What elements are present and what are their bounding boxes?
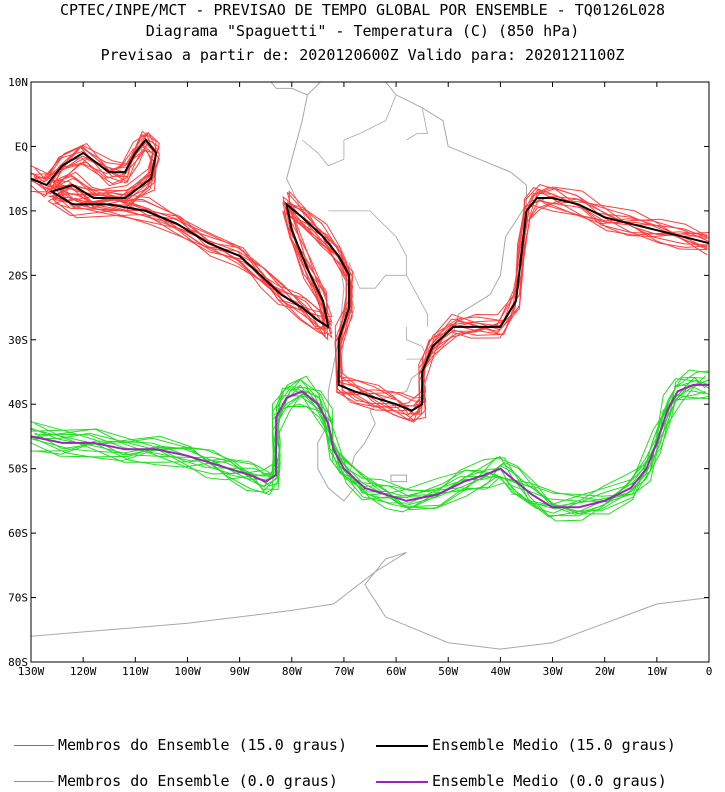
lon-tick-label: 80W [282, 665, 302, 678]
ensemble-member-15c [33, 143, 708, 399]
lon-tick-label: 50W [438, 665, 458, 678]
lat-tick-label: 10N [8, 76, 28, 89]
ensemble-member-15c [33, 144, 708, 412]
lat-tick-label: 20S [8, 269, 28, 282]
antarctica-coastline [31, 551, 709, 650]
legend-label-members-0: Membros do Ensemble (0.0 graus) [58, 772, 338, 790]
lat-tick-label: 70S [8, 592, 28, 605]
ensemble-member-15c [31, 139, 709, 415]
legend-label-mean-15: Ensemble Medio (15.0 graus) [432, 736, 676, 754]
ensemble-member-15c [34, 130, 708, 416]
country-border [328, 210, 428, 327]
chart-title-line2: Diagrama "Spaguetti" - Temperatura (C) (… [145, 22, 580, 40]
falkland-islands [390, 474, 407, 483]
ensemble-member-0c [31, 378, 709, 512]
ensemble-member-15c [31, 143, 708, 403]
lon-tick-label: 120W [70, 665, 97, 678]
lon-tick-label: 60W [386, 665, 406, 678]
ensemble-member-0c [31, 370, 709, 514]
ensemble-member-0c [31, 377, 706, 507]
ensemble-mean-0c [31, 383, 709, 509]
lon-tick-label: 10W [647, 665, 667, 678]
ensemble-member-15c [33, 133, 708, 422]
country-border [406, 326, 428, 360]
lon-tick-label: 0 [706, 665, 713, 678]
chart-title-line1: CPTEC/INPE/MCT - PREVISAO DE TEMPO GLOBA… [59, 1, 666, 19]
lat-tick-label: 60S [8, 527, 28, 540]
lon-tick-label: 20W [595, 665, 615, 678]
chart-title-line3: Previsao a partir de: 2020120600Z Valido… [100, 46, 625, 64]
ensemble-member-15c [31, 141, 709, 408]
map-plot: 10N EQ 10S 20S 30S 40S 50S 60S 70S 80S 130W 120W 11… [8, 76, 713, 678]
legend-swatch-mean-15 [376, 745, 428, 747]
lon-tick-label: 40W [490, 665, 510, 678]
legend-label-members-15: Membros do Ensemble (15.0 graus) [58, 736, 347, 754]
ensemble-member-15c [31, 132, 708, 409]
lon-tick-label: 70W [334, 665, 354, 678]
country-border [406, 107, 428, 141]
legend-swatch-members-15 [14, 745, 54, 746]
central-america-coastline [270, 82, 308, 96]
legend-label-mean-0: Ensemble Medio (0.0 graus) [432, 772, 667, 790]
isotherm-layer [31, 130, 709, 522]
country-border [301, 139, 345, 167]
lat-tick-label: 10S [8, 205, 28, 218]
lat-tick-label: 40S [8, 398, 28, 411]
ensemble-member-0c [31, 376, 706, 503]
lon-tick-label: 110W [122, 665, 149, 678]
lat-tick-label: 50S [8, 463, 28, 476]
lon-tick-label: 90W [230, 665, 250, 678]
ensemble-mean-15c [31, 138, 709, 412]
lat-tick-label: 80S [8, 656, 28, 669]
legend-swatch-mean-0 [376, 781, 428, 783]
plot-frame [30, 81, 710, 663]
ensemble-member-0c [31, 387, 706, 515]
lon-tick-label: 100W [174, 665, 201, 678]
ensemble-member-15c [31, 132, 708, 423]
longitude-axis: 130W 120W 110W 100W 90W 80W 70W 60W 50W 40W 30W 20W… [18, 82, 713, 678]
legend-swatch-members-0 [14, 781, 54, 782]
country-border [343, 94, 397, 160]
latitude-axis: 10N EQ 10S 20S 30S 40S 50S 60S 70S 80S [8, 76, 709, 669]
lon-tick-label: 130W [18, 665, 45, 678]
lat-tick-label: 30S [8, 334, 28, 347]
lat-tick-label: EQ [15, 140, 28, 153]
lon-tick-label: 30W [543, 665, 563, 678]
ensemble-member-15c [31, 143, 708, 421]
country-border [348, 262, 407, 289]
